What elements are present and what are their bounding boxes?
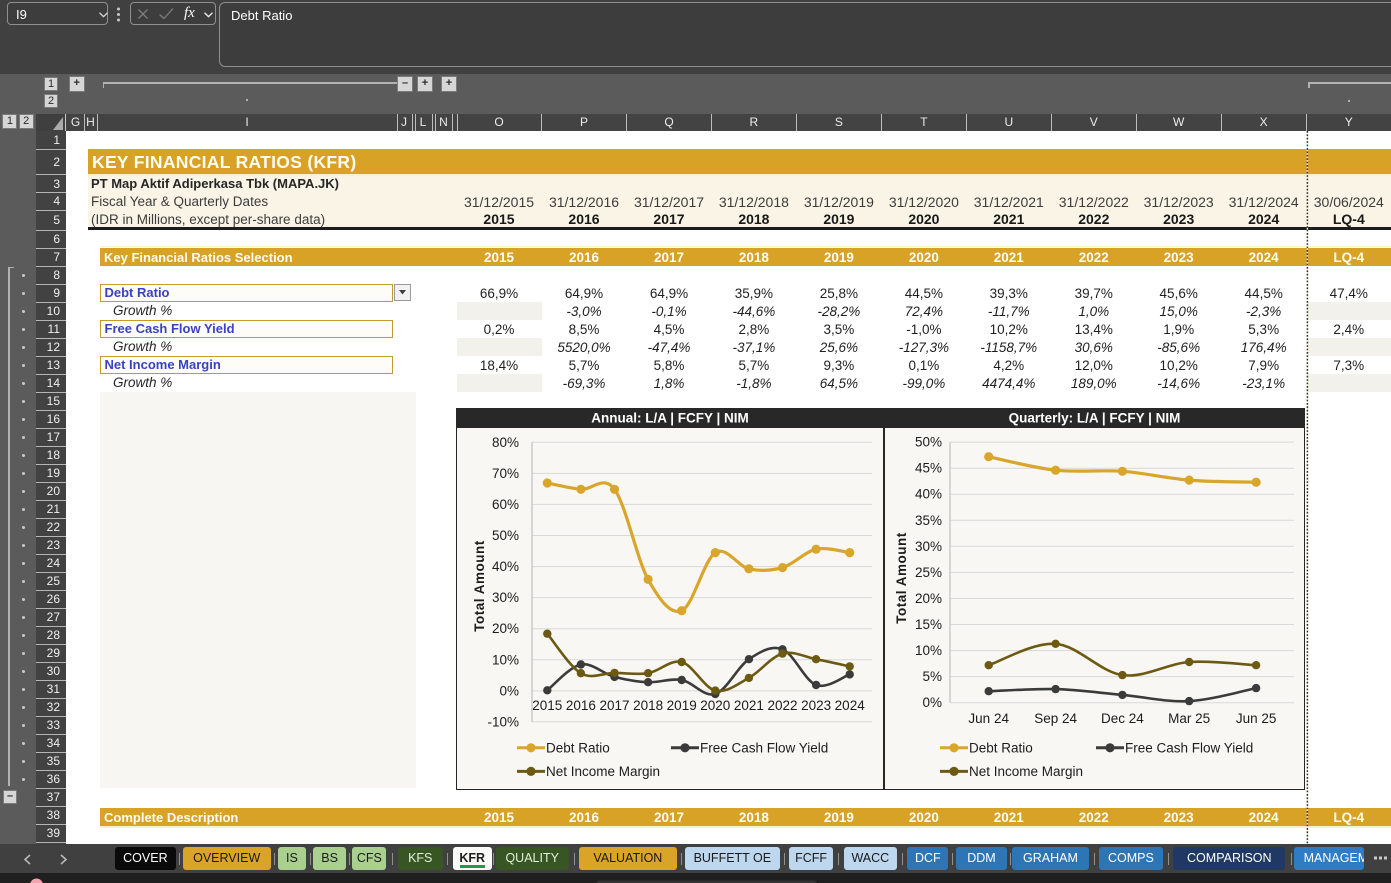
- svg-text:2021: 2021: [734, 698, 764, 713]
- svg-text:Debt Ratio: Debt Ratio: [546, 740, 610, 755]
- svg-text:50%: 50%: [915, 435, 942, 450]
- svg-text:5%: 5%: [922, 669, 942, 684]
- svg-text:10%: 10%: [492, 652, 519, 667]
- svg-text:Free Cash Flow Yield: Free Cash Flow Yield: [1125, 740, 1253, 755]
- svg-text:2022: 2022: [767, 698, 797, 713]
- svg-text:Total Amount: Total Amount: [472, 540, 487, 631]
- svg-text:20%: 20%: [915, 591, 942, 606]
- svg-text:Debt Ratio: Debt Ratio: [969, 740, 1033, 755]
- svg-text:-10%: -10%: [487, 714, 519, 729]
- svg-text:0%: 0%: [922, 695, 942, 710]
- svg-text:15%: 15%: [915, 617, 942, 632]
- svg-text:Jun 25: Jun 25: [1236, 711, 1277, 726]
- svg-text:2023: 2023: [801, 698, 831, 713]
- svg-text:Dec 24: Dec 24: [1101, 711, 1144, 726]
- svg-text:70%: 70%: [492, 466, 519, 481]
- svg-text:2017: 2017: [599, 698, 629, 713]
- svg-text:40%: 40%: [492, 559, 519, 574]
- svg-text:10%: 10%: [915, 643, 942, 658]
- svg-text:2016: 2016: [566, 698, 596, 713]
- svg-text:Total Amount: Total Amount: [894, 532, 909, 623]
- svg-text:Mar 25: Mar 25: [1168, 711, 1210, 726]
- svg-text:2015: 2015: [532, 698, 562, 713]
- svg-text:2024: 2024: [835, 698, 866, 713]
- svg-text:20%: 20%: [492, 621, 519, 636]
- svg-text:35%: 35%: [915, 513, 942, 528]
- svg-text:2020: 2020: [700, 698, 730, 713]
- svg-text:Jun 24: Jun 24: [968, 711, 1009, 726]
- svg-text:Net Income Margin: Net Income Margin: [546, 764, 660, 779]
- svg-text:Quarterly: L/A | FCFY | NIM: Quarterly: L/A | FCFY | NIM: [1009, 411, 1181, 426]
- svg-text:Annual: L/A | FCFY | NIM: Annual: L/A | FCFY | NIM: [591, 411, 749, 426]
- svg-text:40%: 40%: [915, 487, 942, 502]
- svg-text:45%: 45%: [915, 461, 942, 476]
- svg-text:60%: 60%: [492, 497, 519, 512]
- svg-text:80%: 80%: [492, 435, 519, 450]
- svg-text:0%: 0%: [499, 683, 519, 698]
- svg-text:2019: 2019: [667, 698, 697, 713]
- svg-text:30%: 30%: [492, 590, 519, 605]
- svg-text:Sep 24: Sep 24: [1034, 711, 1077, 726]
- svg-text:2018: 2018: [633, 698, 663, 713]
- svg-text:Net Income Margin: Net Income Margin: [969, 764, 1083, 779]
- svg-text:30%: 30%: [915, 539, 942, 554]
- svg-text:Free Cash Flow Yield: Free Cash Flow Yield: [700, 740, 828, 755]
- svg-text:25%: 25%: [915, 565, 942, 580]
- svg-text:50%: 50%: [492, 528, 519, 543]
